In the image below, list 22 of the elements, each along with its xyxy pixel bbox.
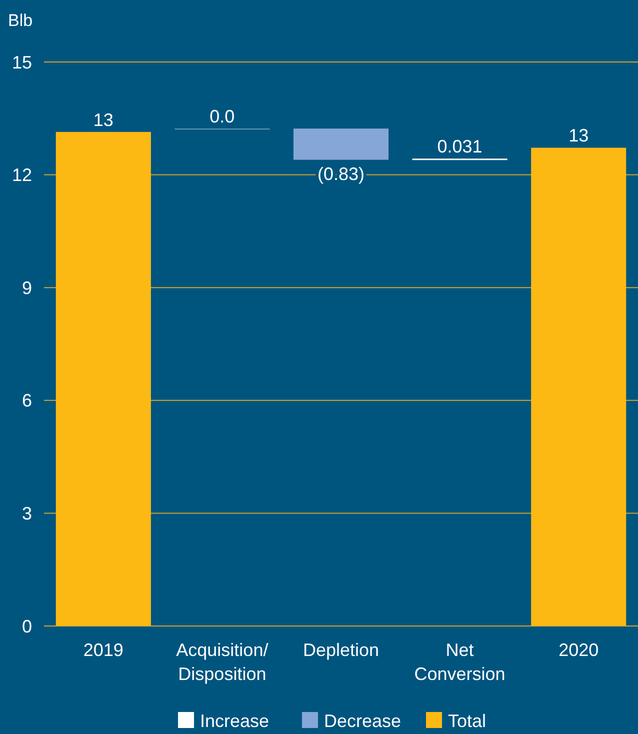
x-tick-label: 2019 [83,640,124,660]
legend-label: Decrease [324,711,402,731]
x-tick-label: Acquisition/ Disposition [176,640,268,684]
y-tick-label: 3 [22,504,32,524]
y-tick-label: 9 [22,278,32,298]
y-axis-title: Blb [8,11,33,30]
x-tick-label: Depletion [302,640,380,660]
y-tick-label: 6 [22,390,32,411]
bar [56,132,151,626]
y-tick-label: 15 [12,52,32,72]
legend-label: Increase [200,711,270,731]
data-label: 13 [93,110,114,130]
bar [531,148,626,626]
data-label: 0.0 [210,106,235,127]
x-tick-label: 2020 [558,640,599,660]
bar [293,128,389,160]
y-tick-label: 12 [12,165,32,186]
y-tick-label: 0 [22,616,32,636]
data-label: 0.031 [437,136,482,157]
x-tick-label: Net Conversion [414,640,506,684]
data-label: 13 [568,126,589,146]
legend-label: Total [448,711,486,731]
